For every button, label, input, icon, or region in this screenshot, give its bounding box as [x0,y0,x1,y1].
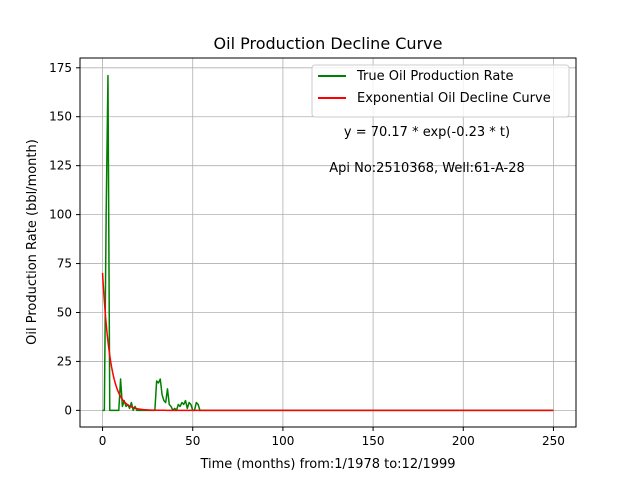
y-tick-label: 150 [49,110,72,124]
x-tick-label: 0 [99,434,107,448]
legend-label-true: True Oil Production Rate [356,69,513,84]
y-axis-label: Oil Production Rate (bbl/month) [25,139,40,345]
ticks: 0 50 100 150 200 250 0 25 50 75 100 125 150 175 [49,61,565,448]
y-tick-label: 100 [49,208,72,222]
x-axis-label: Time (months) from:1/1978 to:12/1999 [199,457,455,472]
well-annotation: Api No:2510368, Well:61-A-28 [329,161,525,176]
y-tick-label: 75 [57,257,72,271]
plot-area [101,74,554,412]
legend: True Oil Production Rate Exponential Oil… [311,64,570,118]
x-tick-label: 250 [542,434,565,448]
y-tick-label: 0 [64,403,72,417]
exponential-decline-line [101,272,554,412]
y-tick-label: 50 [57,305,72,319]
y-tick-label: 25 [57,354,72,368]
x-tick-label: 150 [362,434,385,448]
equation-annotation: y = 70.17 * exp(-0.23 * t) [344,125,510,140]
axes-frame [79,57,577,428]
x-tick-label: 50 [185,434,200,448]
chart-title: Oil Production Decline Curve [214,34,443,53]
x-tick-label: 200 [452,434,475,448]
legend-label-exp: Exponential Oil Decline Curve [357,91,551,106]
legend-box [311,64,570,118]
y-tick-label: 175 [49,61,72,75]
x-tick-label: 100 [271,434,294,448]
y-tick-label: 125 [49,159,72,173]
